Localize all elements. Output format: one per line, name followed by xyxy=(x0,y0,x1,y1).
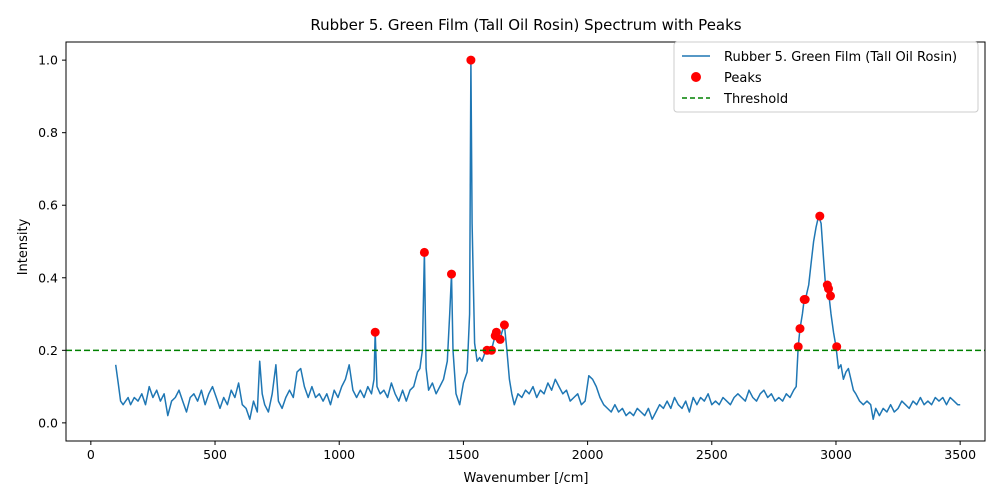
peak-marker xyxy=(466,55,476,65)
peak-marker xyxy=(793,342,803,352)
peak-marker xyxy=(832,342,842,352)
peak-marker xyxy=(815,211,825,221)
legend-entry-threshold: Threshold xyxy=(723,92,788,107)
y-tick-label: 0.2 xyxy=(38,343,58,358)
y-axis-label: Intensity xyxy=(16,218,31,275)
x-axis-ticks: 0 500 1000 1500 2000 2500 3000 3500 xyxy=(87,441,976,462)
x-axis-label: Wavenumber [/cm] xyxy=(464,471,589,486)
peak-marker xyxy=(495,334,505,344)
axes-frame xyxy=(65,41,986,442)
x-tick-label: 500 xyxy=(203,447,227,462)
legend-entry-peaks: Peaks xyxy=(724,71,762,86)
x-tick-label: 1000 xyxy=(323,447,355,462)
y-axis-ticks: 0.0 0.2 0.4 0.6 0.8 1.0 xyxy=(38,53,66,430)
x-tick-label: 3000 xyxy=(820,447,852,462)
legend: Rubber 5. Green Film (Tall Oil Rosin) Pe… xyxy=(673,41,979,113)
x-tick-label: 1500 xyxy=(447,447,479,462)
peak-marker xyxy=(491,327,501,337)
chart-title: Rubber 5. Green Film (Tall Oil Rosin) Sp… xyxy=(310,16,741,34)
peak-marker xyxy=(419,247,429,257)
y-tick-label: 0.6 xyxy=(38,198,58,213)
y-tick-label: 1.0 xyxy=(38,53,58,68)
x-tick-label: 0 xyxy=(87,447,95,462)
plot-area xyxy=(65,41,986,442)
y-tick-label: 0.0 xyxy=(38,415,58,430)
peak-marker xyxy=(826,291,835,301)
y-tick-label: 0.8 xyxy=(38,125,58,140)
peak-marker xyxy=(370,327,380,337)
peak-marker xyxy=(800,295,810,304)
peak-marker xyxy=(795,324,805,334)
legend-marker-swatch xyxy=(691,72,701,82)
x-tick-label: 2500 xyxy=(696,447,728,462)
x-tick-label: 3500 xyxy=(944,447,976,462)
x-tick-label: 2000 xyxy=(572,447,604,462)
peak-marker xyxy=(824,284,833,294)
peak-marker xyxy=(499,320,509,330)
legend-entry-spectrum: Rubber 5. Green Film (Tall Oil Rosin) xyxy=(724,50,957,65)
peak-marker xyxy=(447,269,456,279)
y-tick-label: 0.4 xyxy=(38,270,58,285)
legend-box xyxy=(673,41,979,113)
spectrum-line xyxy=(114,59,961,420)
